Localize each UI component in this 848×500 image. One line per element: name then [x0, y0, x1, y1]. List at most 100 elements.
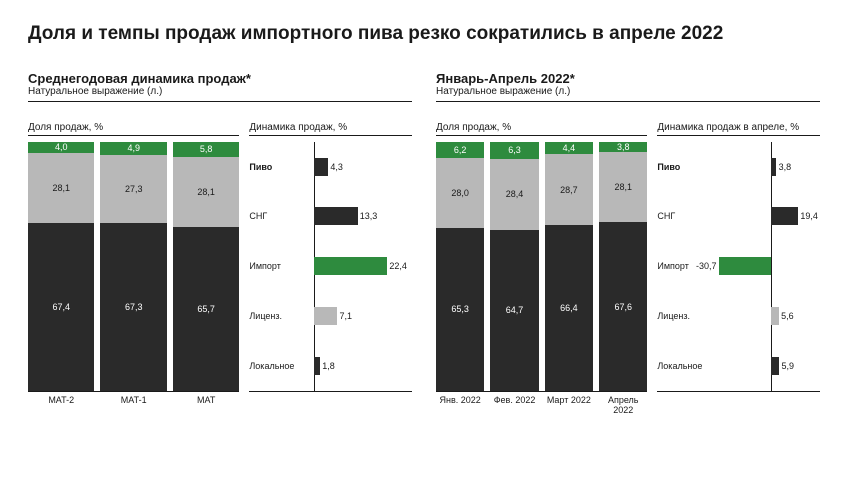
panels-row: Среднегодовая динамика продаж* Натурально…: [28, 71, 820, 416]
stacked-area: 4,028,167,44,927,367,35,828,165,7: [28, 142, 239, 392]
hbar-label: Импорт: [249, 261, 299, 271]
stack-label: MAT: [173, 396, 239, 406]
hbar-chart: Динамика продаж в апреле, % Пиво 3,8 СНГ 19,…: [657, 110, 820, 416]
hbar-header: Динамика продаж, %: [249, 110, 412, 136]
hbar-value: 5,9: [782, 361, 795, 371]
stack-label: MAT-2: [28, 396, 94, 406]
stack-segment: 67,4: [28, 223, 94, 391]
stack-segment: 5,8: [173, 142, 239, 157]
hbar-track: 22,4: [303, 241, 412, 291]
hbar-value: 1,8: [322, 361, 335, 371]
hbar-bar: [314, 158, 328, 176]
panel-body: Доля продаж, %6,228,065,36,328,464,74,42…: [436, 110, 820, 416]
stack-segment: 4,4: [545, 142, 593, 154]
hbar-bar: [314, 307, 337, 325]
panel-head: Январь-Апрель 2022*Натуральное выражение…: [436, 71, 820, 102]
panel: Среднегодовая динамика продаж*Натурально…: [28, 71, 412, 416]
hbar-bar: [771, 158, 776, 176]
hbar-row: СНГ 13,3: [249, 191, 412, 241]
stack-segment: 67,3: [100, 223, 166, 391]
hbar-value: 22,4: [389, 261, 407, 271]
hbar-value: 13,3: [360, 211, 378, 221]
hbar-bar: [719, 257, 771, 275]
hbar-bar: [771, 357, 779, 375]
panel-head: Среднегодовая динамика продаж*Натурально…: [28, 71, 412, 102]
hbar-row: Импорт-30,7: [657, 241, 820, 291]
hbar-label: СНГ: [657, 211, 707, 221]
stack-segment: 4,0: [28, 142, 94, 153]
stack-segment: 28,7: [545, 154, 593, 225]
hbar-bar: [314, 207, 357, 225]
hbar-label: Локальное: [657, 361, 707, 371]
stack-segment: 4,9: [100, 142, 166, 155]
hbar-list: Пиво3,8СНГ19,4Импорт-30,7Лиценз.5,6Локал…: [657, 142, 820, 392]
stack-segment: 6,2: [436, 142, 484, 159]
hbar-label: Пиво: [657, 162, 707, 172]
panel-subtitle: Натуральное выражение (л.): [436, 86, 820, 97]
panel-title: Январь-Апрель 2022*: [436, 71, 820, 86]
stack-column: 3,828,167,6: [599, 142, 647, 391]
hbar-value: 7,1: [340, 311, 353, 321]
hbar-track: 3,8: [711, 142, 820, 192]
stack-segment: 3,8: [599, 142, 647, 153]
hbar-track: 4,3: [303, 142, 412, 192]
stack-label: Фев. 2022: [490, 396, 538, 416]
hbar-row: Пиво 4,3: [249, 142, 412, 192]
stack-segment: 65,7: [173, 227, 239, 391]
hbar-bar: [771, 207, 798, 225]
stack-segment: 28,4: [490, 159, 538, 230]
stack-column: 4,428,766,4: [545, 142, 593, 391]
hbar-track: -30,7: [711, 241, 820, 291]
stack-segment: 27,3: [100, 155, 166, 223]
stack-segment: 66,4: [545, 225, 593, 390]
hbar-header: Динамика продаж в апреле, %: [657, 110, 820, 136]
hbar-track: 7,1: [303, 291, 412, 341]
hbar-label: Локальное: [249, 361, 299, 371]
panel: Январь-Апрель 2022*Натуральное выражение…: [436, 71, 820, 416]
hbar-row: Локальное 5,9: [657, 341, 820, 391]
hbar-list: Пиво 4,3 СНГ 13,3 Импорт 22,4 Лиценз. 7,1 Локаль…: [249, 142, 412, 392]
hbar-bar: [771, 307, 779, 325]
page-title: Доля и темпы продаж импортного пива резк…: [28, 22, 820, 47]
stacked-labels: Янв. 2022 Фев. 2022 Март 2022 Апрель 2022: [436, 396, 647, 416]
hbar-value: 19,4: [800, 211, 818, 221]
hbar-bar: [314, 257, 387, 275]
panel-title: Среднегодовая динамика продаж*: [28, 71, 412, 86]
stack-column: 6,328,464,7: [490, 142, 538, 391]
panel-body: Доля продаж, %4,028,167,44,927,367,35,82…: [28, 110, 412, 406]
stack-label: Янв. 2022: [436, 396, 484, 416]
hbar-row: Импорт 22,4: [249, 241, 412, 291]
hbar-row: Лиценз. 7,1: [249, 291, 412, 341]
stack-segment: 28,1: [173, 157, 239, 227]
hbar-track: 1,8: [303, 341, 412, 391]
stacked-labels: MAT-2MAT-1MAT: [28, 396, 239, 406]
hbar-bar: [314, 357, 320, 375]
hbar-label: Пиво: [249, 162, 299, 172]
hbar-label: СНГ: [249, 211, 299, 221]
hbar-value: 3,8: [779, 162, 792, 172]
hbar-row: Локальное 1,8: [249, 341, 412, 391]
stack-label: Апрель 2022: [599, 396, 647, 416]
hbar-value: -30,7: [696, 261, 717, 271]
hbar-chart: Динамика продаж, % Пиво 4,3 СНГ 13,3 Импорт 22…: [249, 110, 412, 406]
stack-segment: 64,7: [490, 230, 538, 391]
hbar-label: Лиценз.: [249, 311, 299, 321]
hbar-row: Лиценз.5,6: [657, 291, 820, 341]
stack-segment: 28,0: [436, 158, 484, 228]
hbar-track: 5,9: [711, 341, 820, 391]
hbar-value: 5,6: [781, 311, 794, 321]
stacked-header: Доля продаж, %: [28, 110, 239, 136]
stack-segment: 6,3: [490, 142, 538, 159]
hbar-axis: [771, 241, 772, 291]
hbar-track: 13,3: [303, 191, 412, 241]
stack-segment: 67,6: [599, 222, 647, 390]
stack-column: 6,228,065,3: [436, 142, 484, 391]
stack-column: 4,927,367,3: [100, 142, 166, 391]
stacked-chart: Доля продаж, %4,028,167,44,927,367,35,82…: [28, 110, 239, 406]
hbar-row: Пиво 3,8: [657, 142, 820, 192]
stack-label: Март 2022: [545, 396, 593, 416]
hbar-track: 19,4: [711, 191, 820, 241]
stacked-header: Доля продаж, %: [436, 110, 647, 136]
stack-segment: 65,3: [436, 228, 484, 391]
stack-column: 5,828,165,7: [173, 142, 239, 391]
